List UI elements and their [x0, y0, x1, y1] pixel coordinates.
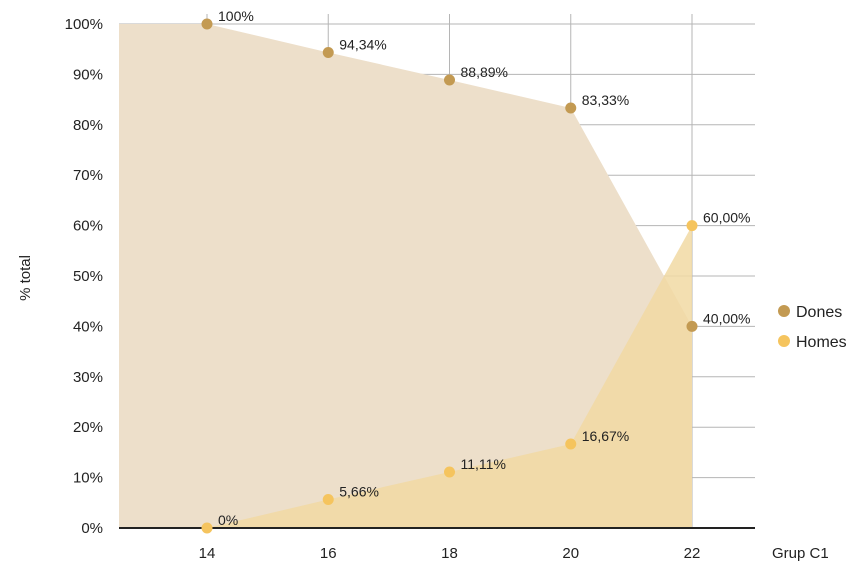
data-label-dones: 83,33% — [582, 92, 629, 108]
x-tick-label: 22 — [684, 545, 701, 562]
data-label-dones: 40,00% — [703, 310, 750, 326]
legend-marker-homes — [778, 335, 790, 347]
y-tick-label: 20% — [73, 419, 103, 436]
data-label-dones: 100% — [218, 8, 254, 24]
data-label-homes: 60,00% — [703, 210, 750, 226]
point-dones — [201, 18, 213, 30]
x-tick-label: 20 — [562, 545, 579, 562]
point-dones — [444, 74, 455, 86]
legend-label-dones: Dones — [796, 304, 842, 321]
y-tick-label: 70% — [73, 167, 103, 184]
data-label-homes: 5,66% — [339, 483, 379, 499]
x-axis-title: Grup C1 — [772, 545, 829, 562]
y-tick-label: 60% — [73, 218, 103, 235]
area-homes — [119, 225, 692, 528]
x-tick-label: 18 — [441, 545, 458, 562]
data-label-homes: 11,11% — [461, 456, 506, 472]
y-tick-label: 0% — [81, 520, 103, 537]
x-tick-label: 16 — [320, 545, 337, 562]
y-tick-label: 30% — [73, 369, 103, 386]
point-homes — [686, 220, 698, 232]
y-tick-label: 80% — [73, 117, 103, 134]
point-dones — [686, 320, 698, 332]
data-label-dones: 94,34% — [339, 37, 386, 53]
y-tick-label: 100% — [65, 16, 103, 33]
point-dones — [322, 47, 334, 59]
area-dones — [119, 24, 692, 528]
legend: Dones Homes — [778, 304, 847, 351]
data-label-dones: 88,89% — [461, 64, 508, 80]
point-homes — [322, 493, 334, 505]
data-label-homes: 16,67% — [582, 428, 629, 444]
point-homes — [565, 438, 577, 450]
data-points — [201, 18, 698, 534]
point-homes — [444, 466, 455, 478]
y-tick-label: 10% — [73, 470, 103, 487]
point-homes — [201, 522, 213, 534]
y-tick-label: 40% — [73, 318, 103, 335]
x-axis-ticks: 14 16 18 20 22 — [199, 545, 701, 562]
legend-marker-dones — [778, 305, 790, 317]
y-tick-label: 90% — [73, 66, 103, 83]
legend-label-homes: Homes — [796, 334, 847, 351]
y-axis-title: % total — [17, 255, 34, 301]
series-areas — [119, 24, 692, 528]
point-dones — [565, 102, 577, 114]
data-label-homes: 0% — [218, 512, 238, 528]
y-axis-ticks: 0% 10% 20% 30% 40% 50% 60% 70% 80% 90% 100% — [65, 16, 103, 537]
y-tick-label: 50% — [73, 268, 103, 285]
data-labels: 100% 94,34% 88,89% 83,33% 40,00% 0% 5,66% 11,11… — [218, 8, 750, 528]
x-tick-label: 14 — [199, 545, 216, 562]
